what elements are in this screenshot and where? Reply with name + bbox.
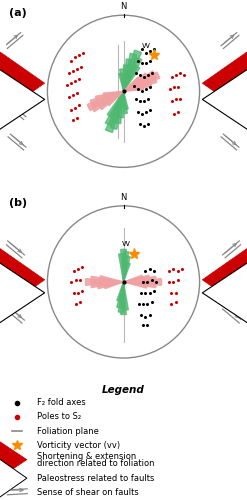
Text: Poles to S₂: Poles to S₂ <box>37 412 81 422</box>
Text: Vorticity vector (vv): Vorticity vector (vv) <box>37 441 120 450</box>
Polygon shape <box>124 59 132 92</box>
Polygon shape <box>90 92 124 106</box>
Text: direction related to foliation: direction related to foliation <box>37 458 155 468</box>
Polygon shape <box>124 82 151 92</box>
Polygon shape <box>124 86 144 92</box>
Polygon shape <box>119 92 124 118</box>
Polygon shape <box>115 92 124 124</box>
Polygon shape <box>99 92 124 110</box>
Polygon shape <box>124 282 147 288</box>
Polygon shape <box>121 282 126 314</box>
Polygon shape <box>124 256 130 282</box>
Text: Paleostress related to faults: Paleostress related to faults <box>37 474 154 482</box>
Text: F₂ fold axes: F₂ fold axes <box>37 398 86 407</box>
Polygon shape <box>117 282 124 301</box>
Polygon shape <box>124 66 140 92</box>
Polygon shape <box>91 92 124 112</box>
Polygon shape <box>85 278 124 285</box>
Text: N: N <box>120 2 127 11</box>
Polygon shape <box>124 276 143 282</box>
Polygon shape <box>110 92 124 130</box>
Polygon shape <box>120 69 124 92</box>
Polygon shape <box>124 65 128 92</box>
Polygon shape <box>124 77 140 92</box>
Text: (b): (b) <box>9 198 27 208</box>
Polygon shape <box>119 254 124 282</box>
Polygon shape <box>124 72 160 92</box>
Polygon shape <box>124 50 142 92</box>
Polygon shape <box>124 73 148 92</box>
Text: Foliation plane: Foliation plane <box>37 426 99 436</box>
Polygon shape <box>124 278 162 285</box>
Polygon shape <box>87 92 124 110</box>
Text: Shortening & extension: Shortening & extension <box>37 452 136 460</box>
Polygon shape <box>107 92 124 106</box>
Polygon shape <box>124 92 127 114</box>
Polygon shape <box>117 282 124 308</box>
Polygon shape <box>124 252 129 282</box>
Circle shape <box>47 206 200 358</box>
Polygon shape <box>104 282 124 288</box>
Polygon shape <box>91 276 124 282</box>
Text: Legend: Legend <box>102 385 145 395</box>
Polygon shape <box>107 92 124 117</box>
Polygon shape <box>100 276 124 282</box>
Polygon shape <box>121 250 126 282</box>
Polygon shape <box>124 54 137 92</box>
Polygon shape <box>105 92 124 126</box>
Text: Sense of shear on faults: Sense of shear on faults <box>37 488 139 497</box>
Polygon shape <box>124 262 130 282</box>
Polygon shape <box>124 275 149 282</box>
Polygon shape <box>124 282 128 310</box>
Polygon shape <box>118 282 124 312</box>
Polygon shape <box>124 57 142 92</box>
Polygon shape <box>98 282 124 288</box>
Polygon shape <box>124 76 157 92</box>
Polygon shape <box>105 92 124 132</box>
Text: (a): (a) <box>9 8 27 18</box>
Circle shape <box>47 15 200 168</box>
Polygon shape <box>119 73 124 92</box>
Polygon shape <box>103 92 124 96</box>
Text: N: N <box>120 192 127 202</box>
Polygon shape <box>124 92 128 110</box>
Text: vv: vv <box>142 40 151 50</box>
Polygon shape <box>91 282 124 288</box>
Polygon shape <box>96 92 124 101</box>
Polygon shape <box>124 282 156 288</box>
Polygon shape <box>124 276 156 282</box>
Polygon shape <box>124 71 156 92</box>
Text: vv: vv <box>122 240 131 248</box>
